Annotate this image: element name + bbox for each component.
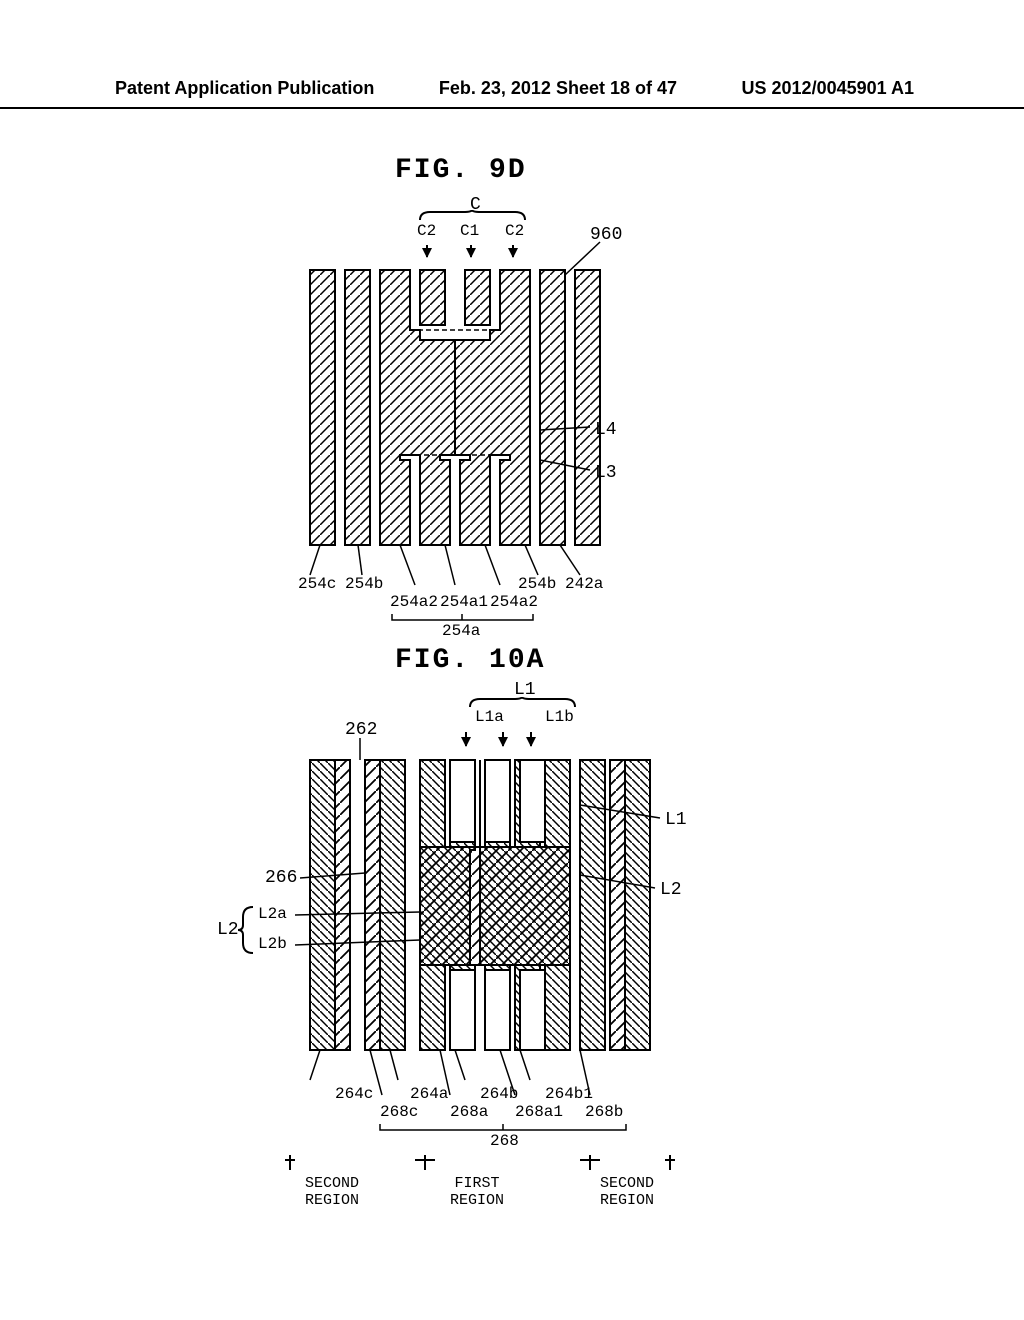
label-c1: C1 [460, 222, 479, 240]
label-268: 268 [490, 1132, 519, 1150]
header-left: Patent Application Publication [115, 78, 374, 99]
label-l1-right: L1 [665, 810, 687, 830]
label-264c: 264c [335, 1085, 373, 1103]
brace-268 [378, 1122, 628, 1132]
arrow-l1b [530, 732, 532, 746]
label-254a2-right: 254a2 [490, 593, 538, 611]
fig-10a-title: FIG. 10A [395, 645, 545, 676]
label-l1a: L1a [475, 708, 504, 726]
brace-c [415, 210, 530, 222]
arrow-l1-left [465, 732, 467, 746]
label-l4: L4 [595, 420, 617, 440]
label-c2-right: C2 [505, 222, 524, 240]
leader-l4 [540, 415, 595, 435]
label-268a: 268a [450, 1103, 488, 1121]
label-262: 262 [345, 720, 377, 740]
fig-9d-title: FIG. 9D [395, 155, 527, 186]
arrow-c2-right [512, 245, 514, 257]
arrow-c1 [470, 245, 472, 257]
label-268a1: 268a1 [515, 1103, 563, 1121]
label-c2-left: C2 [417, 222, 436, 240]
region-markers [280, 1155, 680, 1173]
leader-l3 [540, 455, 595, 475]
label-254a: 254a [442, 622, 480, 640]
label-254c: 254c [298, 575, 336, 593]
label-l2b: L2b [258, 935, 287, 953]
leader-l2-right [580, 870, 660, 895]
brace-l2 [238, 905, 256, 955]
header-center: Feb. 23, 2012 Sheet 18 of 47 [439, 78, 677, 99]
arrow-l1a [502, 732, 504, 746]
region-second-right: SECOND REGION [600, 1175, 654, 1209]
label-264b: 264b [480, 1085, 518, 1103]
arrow-c2-left [426, 245, 428, 257]
brace-254a [390, 612, 535, 622]
header-right: US 2012/0045901 A1 [742, 78, 914, 99]
page-header: Patent Application Publication Feb. 23, … [0, 78, 1024, 109]
fig-9d-drawing [300, 265, 610, 550]
label-l2-right: L2 [660, 880, 682, 900]
label-242a: 242a [565, 575, 603, 593]
region-second-left: SECOND REGION [305, 1175, 359, 1209]
leader-266 [300, 870, 370, 885]
label-264a: 264a [410, 1085, 448, 1103]
label-l2a: L2a [258, 905, 287, 923]
label-254a2-left: 254a2 [390, 593, 438, 611]
leader-l2a [295, 910, 425, 950]
label-l1b: L1b [545, 708, 574, 726]
region-first: FIRST REGION [450, 1175, 504, 1209]
label-254b-left: 254b [345, 575, 383, 593]
label-264b1: 264b1 [545, 1085, 593, 1103]
label-268b: 268b [585, 1103, 623, 1121]
label-266: 266 [265, 868, 297, 888]
label-268c: 268c [380, 1103, 418, 1121]
label-254b-right: 254b [518, 575, 556, 593]
label-l2-left: L2 [217, 920, 239, 940]
label-254a1: 254a1 [440, 593, 488, 611]
label-l3: L3 [595, 463, 617, 483]
leader-l1-right [580, 800, 665, 825]
